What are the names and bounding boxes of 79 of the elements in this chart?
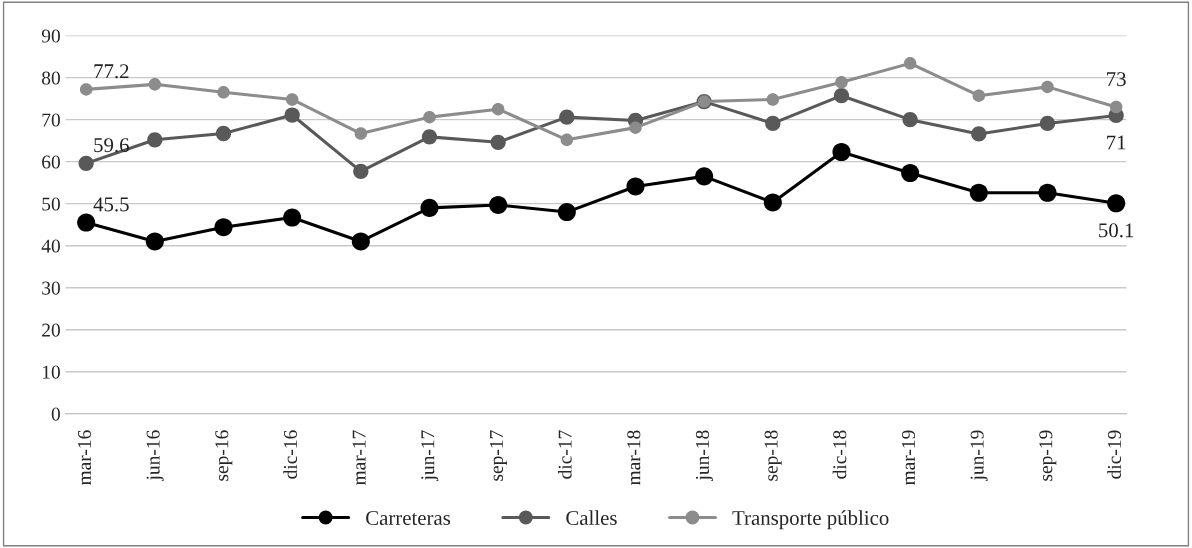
point (284, 107, 300, 123)
data-label: 59.6 (94, 138, 129, 153)
point (77, 213, 96, 232)
point (78, 155, 94, 171)
y-tick-label: 60 (42, 155, 60, 169)
y-tick-label: 10 (42, 365, 60, 379)
point (353, 163, 369, 179)
x-tick-label: jun-18 (695, 430, 713, 482)
point (1109, 100, 1123, 114)
data-label: 45.5 (93, 197, 129, 212)
point (695, 167, 714, 186)
point (557, 203, 576, 222)
x-tick-label: sep-18 (764, 430, 782, 481)
point (560, 133, 574, 147)
point (902, 112, 918, 128)
x-tick-label: dic-17 (558, 430, 572, 479)
point (283, 208, 302, 227)
point (626, 177, 645, 196)
data-label: 73 (1107, 72, 1126, 87)
y-tick-label: 20 (42, 323, 60, 337)
point (972, 89, 986, 102)
y-tick-label: 0 (51, 407, 60, 421)
y-tick-label: 90 (41, 29, 60, 43)
point (833, 88, 850, 104)
point (285, 93, 299, 106)
point (1038, 183, 1057, 202)
x-tick-label: dic-18 (832, 430, 847, 479)
x-tick-label: sep-19 (1039, 430, 1057, 481)
point (145, 232, 164, 251)
point (491, 102, 505, 116)
legend-label: Calles (566, 510, 617, 526)
point (901, 163, 920, 183)
point (969, 183, 988, 202)
point (765, 115, 781, 132)
point (354, 127, 368, 140)
point (215, 125, 232, 142)
legend-label: Transporte público (732, 510, 889, 530)
y-tick-label: 80 (42, 71, 60, 85)
point (903, 57, 917, 70)
x-tick-label: dic-19 (1107, 430, 1122, 479)
point (559, 109, 575, 125)
y-tick-label: 50 (42, 197, 60, 211)
point (351, 232, 370, 251)
point (1041, 80, 1054, 94)
point (763, 193, 782, 212)
point (214, 218, 233, 237)
x-tick-label: sep-17 (489, 430, 507, 481)
point (490, 134, 506, 150)
point (79, 83, 93, 96)
x-tick-label: mar-19 (901, 430, 916, 486)
point (835, 76, 848, 89)
x-tick-label: mar-16 (77, 430, 92, 486)
point (489, 195, 508, 214)
point (423, 110, 436, 124)
point (147, 132, 163, 148)
point (766, 93, 780, 106)
point (420, 198, 439, 217)
point (217, 86, 230, 99)
x-tick-label: mar-18 (627, 430, 641, 486)
x-tick-label: mar-17 (352, 430, 366, 486)
x-tick-label: jun-17 (421, 430, 439, 482)
x-tick-label: jun-19 (970, 430, 988, 482)
legend-label: Carreteras (366, 511, 451, 526)
y-tick-label: 70 (42, 113, 60, 127)
point (629, 121, 642, 134)
point (1039, 115, 1056, 132)
x-tick-label: jun-16 (146, 430, 164, 482)
x-tick-label: dic-16 (283, 430, 298, 479)
point (148, 78, 162, 91)
point (832, 142, 851, 162)
data-label: 71 (1107, 135, 1126, 150)
y-tick-label: 30 (42, 281, 60, 295)
data-label: 77.2 (94, 64, 129, 79)
data-label: 50.1 (1099, 223, 1134, 238)
point (1107, 194, 1126, 213)
point (971, 126, 987, 142)
x-tick-label: sep-16 (215, 430, 233, 481)
y-tick-label: 40 (41, 239, 60, 253)
point (421, 129, 438, 145)
